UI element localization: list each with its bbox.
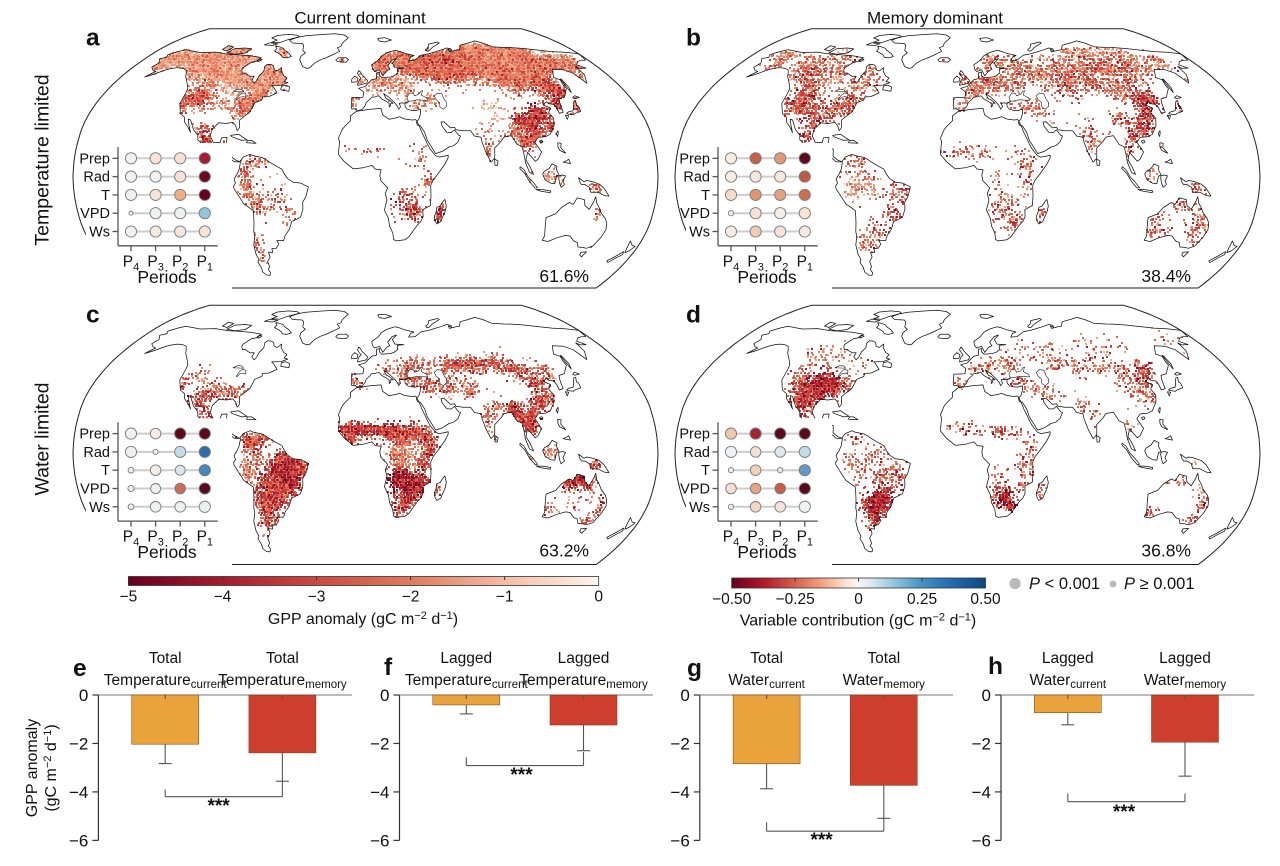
- svg-text:***: ***: [510, 765, 533, 786]
- svg-text:Rad: Rad: [683, 445, 710, 461]
- svg-text:−2: −2: [69, 734, 88, 753]
- svg-text:Periods: Periods: [737, 267, 797, 287]
- svg-text:a: a: [86, 25, 100, 52]
- svg-text:e: e: [73, 655, 87, 682]
- svg-text:Lagged: Lagged: [440, 650, 492, 667]
- svg-text:T: T: [701, 188, 710, 204]
- svg-text:−6: −6: [370, 831, 389, 850]
- svg-text:T: T: [101, 463, 110, 479]
- svg-text:Total: Total: [867, 650, 900, 667]
- svg-text:0: 0: [79, 686, 88, 705]
- svg-text:GPP anomaly: GPP anomaly: [24, 719, 41, 817]
- svg-text:Lagged: Lagged: [558, 650, 610, 667]
- svg-text:Current dominant: Current dominant: [294, 9, 426, 28]
- svg-text:−2: −2: [972, 734, 991, 753]
- svg-text:GPP anomaly (gC m−2 d−1): GPP anomaly (gC m−2 d−1): [268, 610, 458, 628]
- svg-text:−4: −4: [69, 783, 88, 802]
- svg-text:T: T: [701, 463, 710, 479]
- svg-text:***: ***: [811, 830, 834, 851]
- svg-text:−2: −2: [670, 734, 689, 753]
- svg-text:Total: Total: [750, 650, 783, 667]
- svg-text:***: ***: [208, 796, 231, 817]
- svg-text:Variable contribution (gC m−2: Variable contribution (gC m−2 d−1): [740, 612, 976, 630]
- svg-text:Ws: Ws: [689, 500, 710, 516]
- svg-text:Rad: Rad: [83, 170, 110, 186]
- svg-text:−1: −1: [496, 589, 514, 606]
- svg-text:61.6%: 61.6%: [539, 266, 589, 286]
- svg-text:Prep: Prep: [79, 151, 110, 167]
- svg-text:−2: −2: [370, 734, 389, 753]
- svg-text:f: f: [384, 654, 393, 681]
- svg-text:0: 0: [854, 591, 863, 608]
- svg-text:−4: −4: [214, 589, 232, 606]
- svg-text:Prep: Prep: [679, 151, 710, 167]
- svg-text:63.2%: 63.2%: [539, 541, 589, 561]
- svg-text:P ≥ 0.001: P ≥ 0.001: [1124, 575, 1195, 593]
- svg-text:b: b: [686, 25, 701, 52]
- svg-text:Lagged: Lagged: [1042, 650, 1094, 667]
- svg-text:Ws: Ws: [89, 500, 110, 516]
- svg-text:−6: −6: [670, 831, 689, 850]
- svg-text:Rad: Rad: [683, 170, 710, 186]
- svg-text:36.8%: 36.8%: [1141, 541, 1191, 561]
- svg-text:−3: −3: [308, 589, 326, 606]
- svg-text:0: 0: [594, 589, 603, 606]
- svg-text:−4: −4: [670, 783, 689, 802]
- svg-text:Total: Total: [149, 650, 182, 667]
- svg-text:VPD: VPD: [80, 482, 110, 498]
- svg-text:P < 0.001: P < 0.001: [1029, 575, 1100, 593]
- svg-text:(gC m−2 d−1): (gC m−2 d−1): [42, 724, 60, 811]
- svg-text:T: T: [101, 188, 110, 204]
- svg-text:0: 0: [380, 686, 389, 705]
- svg-text:Total: Total: [266, 650, 299, 667]
- svg-text:−5: −5: [120, 589, 138, 606]
- svg-text:d: d: [686, 302, 701, 329]
- svg-text:−6: −6: [69, 831, 88, 850]
- svg-text:VPD: VPD: [680, 482, 710, 498]
- svg-text:Ws: Ws: [689, 225, 710, 241]
- svg-text:−4: −4: [972, 783, 991, 802]
- svg-text:Temperature limited: Temperature limited: [32, 74, 54, 245]
- svg-text:Periods: Periods: [737, 542, 797, 562]
- svg-text:Periods: Periods: [137, 542, 197, 562]
- svg-text:−4: −4: [370, 783, 389, 802]
- svg-text:Water limited: Water limited: [32, 382, 54, 495]
- svg-text:0.50: 0.50: [970, 591, 1001, 608]
- svg-text:0: 0: [982, 686, 991, 705]
- svg-text:Ws: Ws: [89, 225, 110, 241]
- svg-text:g: g: [687, 655, 702, 682]
- svg-text:Prep: Prep: [679, 427, 710, 443]
- svg-text:38.4%: 38.4%: [1141, 266, 1191, 286]
- svg-text:−0.50: −0.50: [712, 591, 752, 608]
- svg-text:0.25: 0.25: [907, 591, 937, 608]
- svg-text:−0.25: −0.25: [776, 591, 815, 608]
- svg-text:Memory dominant: Memory dominant: [867, 9, 1003, 28]
- svg-text:VPD: VPD: [680, 206, 710, 222]
- svg-text:***: ***: [1113, 802, 1136, 823]
- svg-text:h: h: [988, 653, 1003, 680]
- svg-text:Periods: Periods: [137, 267, 197, 287]
- svg-text:Prep: Prep: [79, 427, 110, 443]
- svg-text:VPD: VPD: [80, 206, 110, 222]
- svg-text:−2: −2: [402, 589, 420, 606]
- svg-text:0: 0: [680, 686, 689, 705]
- svg-text:−6: −6: [972, 831, 991, 850]
- svg-text:c: c: [86, 302, 100, 329]
- svg-text:Lagged: Lagged: [1159, 650, 1211, 667]
- svg-text:Rad: Rad: [83, 445, 110, 461]
